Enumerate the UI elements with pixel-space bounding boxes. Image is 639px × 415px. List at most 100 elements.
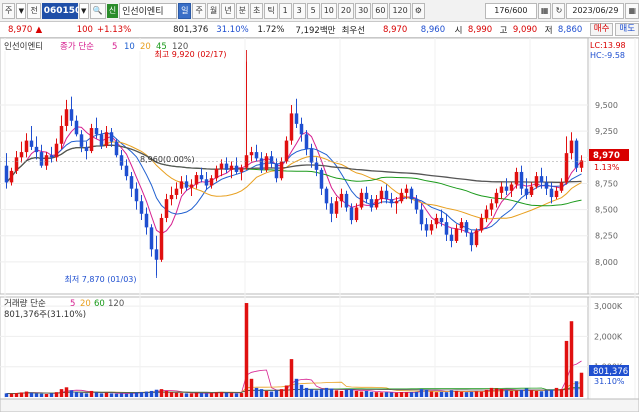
trade-amount: 7,192백만 xyxy=(295,25,336,36)
candle-body xyxy=(554,190,559,198)
candle-body xyxy=(209,178,214,186)
candle-body xyxy=(164,199,169,218)
chevron-down-icon[interactable]: ▼ xyxy=(16,2,27,19)
volume-bar xyxy=(329,388,334,397)
volume-bar xyxy=(29,392,34,397)
ma-line-120 xyxy=(6,144,582,183)
volume-bar xyxy=(159,389,164,397)
stock-code-input[interactable]: 060150 xyxy=(41,2,81,19)
candle-body xyxy=(489,203,494,210)
up-arrow-icon: ▲ xyxy=(35,24,43,35)
volume-bar xyxy=(49,393,54,397)
calendar-picker-icon[interactable]: ▦ xyxy=(625,2,639,19)
candle-body xyxy=(454,228,459,241)
refresh-icon[interactable]: ↻ xyxy=(552,2,566,19)
high-price: 9,090 xyxy=(512,24,538,35)
volume-bar xyxy=(394,392,399,397)
candle-body xyxy=(439,217,444,223)
candle-body xyxy=(59,125,64,144)
candle-body xyxy=(69,109,74,121)
volume-bar xyxy=(109,393,114,397)
volume-bar xyxy=(59,389,64,397)
candle-body xyxy=(354,207,359,221)
candle-body xyxy=(144,213,149,228)
volume-bar xyxy=(339,390,344,397)
candle-body xyxy=(99,134,104,146)
candle-body xyxy=(419,209,424,225)
candle-body xyxy=(409,188,414,200)
calendar-icon[interactable]: ▦ xyxy=(537,2,552,19)
candle-body xyxy=(544,182,549,189)
period-month-button[interactable]: 월 xyxy=(206,2,221,19)
volume-bar xyxy=(579,372,584,397)
interval-10-button[interactable]: 10 xyxy=(320,2,337,19)
candle-body xyxy=(24,140,29,153)
volume-bar xyxy=(354,390,359,397)
current-volume-label: 801,376 xyxy=(593,367,628,377)
volume-percent: 31.10% xyxy=(216,24,249,35)
period-week-button[interactable]: 주 xyxy=(192,2,206,19)
candle-body xyxy=(159,217,164,260)
volume-bar xyxy=(184,393,189,397)
candle-body xyxy=(459,222,464,229)
period-year-button[interactable]: 년 xyxy=(221,2,235,19)
interval-3-button[interactable]: 3 xyxy=(292,2,306,19)
code-dropdown-icon[interactable]: ▼ xyxy=(78,2,89,19)
volume-bar xyxy=(244,303,249,397)
interval-5-button[interactable]: 5 xyxy=(306,2,320,19)
date-field[interactable]: 2023/06/29 xyxy=(566,2,625,19)
chart-type-selector[interactable]: 주 xyxy=(2,2,16,19)
volume-bar xyxy=(54,392,59,397)
volume-bar xyxy=(239,393,244,397)
volume-bar xyxy=(229,393,234,397)
interval-30-button[interactable]: 30 xyxy=(355,2,372,19)
candle-body xyxy=(549,188,554,198)
high-label: 고 xyxy=(499,25,508,36)
interval-20-button[interactable]: 20 xyxy=(337,2,355,19)
candle-body xyxy=(134,188,139,202)
market-selector[interactable]: 전 xyxy=(27,2,41,19)
volume-bar xyxy=(479,391,484,397)
candle-body xyxy=(399,192,404,202)
volume-bar xyxy=(144,391,149,397)
volume-bar xyxy=(334,390,339,397)
sell-button[interactable]: 매도 xyxy=(615,23,639,36)
candle-body xyxy=(269,156,274,164)
candlesticks xyxy=(0,50,588,278)
volume-bar xyxy=(84,393,89,397)
period-tick-button[interactable]: 틱 xyxy=(264,2,278,19)
range-spinner[interactable]: 176/600 xyxy=(484,2,537,19)
low-annotation: 최저 7,870 (01/03) xyxy=(65,274,137,284)
legend-ma120: 120 xyxy=(172,42,188,52)
period-day-button[interactable]: 일 xyxy=(178,2,192,19)
candle-body xyxy=(124,165,129,177)
volume-bar xyxy=(124,393,129,397)
volume-bar xyxy=(519,389,524,397)
candle-body xyxy=(189,184,194,188)
volume-bar xyxy=(39,393,44,397)
candle-body xyxy=(299,123,304,135)
interval-120-button[interactable]: 120 xyxy=(389,2,411,19)
candle-body xyxy=(429,224,434,231)
buy-button[interactable]: 매수 xyxy=(589,23,614,36)
bid-price: 8,960 xyxy=(420,24,446,35)
period-minute-button[interactable]: 분 xyxy=(235,2,249,19)
search-icon[interactable]: 🔍 xyxy=(89,2,106,19)
volume-bar xyxy=(369,391,374,397)
volume-bar xyxy=(414,391,419,397)
volume-bar xyxy=(554,387,559,397)
volume-bar xyxy=(274,390,279,397)
candle-body xyxy=(469,232,474,246)
volume-bar xyxy=(569,321,574,397)
interval-60-button[interactable]: 60 xyxy=(372,2,389,19)
settings-icon[interactable]: ⚙ xyxy=(411,2,425,19)
volume-bar xyxy=(154,389,159,397)
interval-1-button[interactable]: 1 xyxy=(278,2,292,19)
stock-name-field[interactable]: 인선이엔티 xyxy=(119,2,178,19)
volume-bar xyxy=(344,389,349,397)
candle-body xyxy=(284,140,289,162)
volume-bar xyxy=(469,391,474,397)
period-second-button[interactable]: 초 xyxy=(249,2,264,19)
